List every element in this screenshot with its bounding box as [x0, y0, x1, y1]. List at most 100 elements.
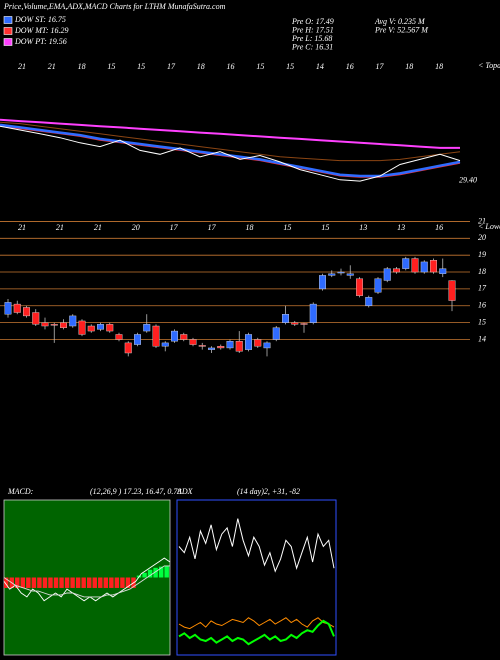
date-label: 15 [256, 62, 264, 71]
candle-body [309, 303, 317, 323]
histogram-bar [70, 577, 75, 588]
histogram-bar [158, 566, 164, 578]
series-line [178, 518, 335, 573]
date-label: 14 [316, 62, 324, 71]
annotation: < Lower [478, 222, 500, 231]
date-label: 15 [283, 223, 291, 232]
histogram-bar [37, 577, 42, 588]
histogram-bar [42, 577, 48, 588]
series-line [178, 617, 335, 630]
date-label: 13 [359, 223, 367, 232]
candle-body [69, 315, 77, 327]
candle-body [189, 339, 197, 345]
candle-body [254, 339, 262, 347]
histogram-bar [26, 577, 31, 588]
histogram-bar [109, 577, 114, 588]
y-tick-label: 17 [478, 284, 487, 293]
candle-body [393, 268, 401, 273]
date-label: 18 [246, 223, 254, 232]
date-label: 21 [56, 223, 64, 232]
info-text: Pre V: 52.567 M [374, 25, 429, 34]
candle-body [448, 280, 456, 301]
legend-swatch [3, 38, 13, 46]
series-line [0, 118, 460, 149]
histogram-bar [53, 577, 59, 588]
date-label: 21 [48, 62, 56, 71]
date-label: 21 [18, 62, 26, 71]
candle-body [4, 302, 12, 315]
candle-body [383, 268, 391, 281]
candle-body [96, 324, 104, 330]
candle-body [87, 325, 95, 332]
candle-body [356, 278, 364, 296]
series-line [0, 121, 461, 162]
candle-body [337, 271, 345, 274]
histogram-bar [4, 577, 9, 588]
candle-body [272, 327, 280, 340]
date-label: 16 [227, 62, 235, 71]
histogram-bar [98, 577, 103, 588]
candle-body [346, 273, 354, 276]
candle-body [170, 330, 178, 342]
histogram-bar [48, 577, 53, 588]
histogram-bar [164, 565, 169, 578]
info-text: Pre H: 17.51 [291, 25, 334, 34]
candle-body [207, 347, 215, 350]
histogram-bar [64, 577, 70, 588]
histogram-bar [114, 577, 120, 588]
date-label: 13 [397, 223, 405, 232]
date-label: 17 [208, 223, 217, 232]
candle-body [439, 268, 447, 274]
date-label: 17 [167, 62, 176, 71]
candle-body [143, 324, 151, 332]
histogram-bar [147, 569, 153, 578]
date-label: 15 [107, 62, 115, 71]
candle-body [78, 320, 86, 335]
date-label: 17 [376, 62, 385, 71]
info-text: Pre C: 16.31 [291, 43, 333, 52]
histogram-bar [103, 577, 109, 588]
y-tick-label: 21 [478, 216, 486, 225]
candle-body [420, 261, 428, 273]
histogram-bar [81, 577, 86, 588]
date-label: 21 [94, 223, 102, 232]
y-tick-label: 19 [478, 250, 486, 259]
histogram-bar [31, 577, 37, 588]
candle-body [235, 340, 243, 352]
date-label: 16 [346, 62, 354, 71]
candle-body [411, 258, 419, 273]
series-line [3, 565, 170, 598]
series-line [178, 619, 335, 646]
histogram-bar [20, 577, 26, 588]
candle-body [152, 325, 160, 347]
candle-body [328, 273, 336, 276]
y-tick-label: 15 [478, 317, 486, 326]
candle-body [365, 297, 373, 306]
date-label: 16 [435, 223, 443, 232]
candle-body [124, 342, 132, 354]
candle-body [430, 260, 438, 273]
y-tick-label: 29.40 [459, 176, 477, 185]
legend-label: DOW MT: 16.29 [14, 26, 69, 35]
candle-body [133, 334, 141, 345]
histogram-bar [92, 577, 97, 588]
series-line [0, 125, 461, 182]
panel-frame [176, 499, 337, 656]
panel-params: (14 day)2, +31, -82 [237, 487, 300, 496]
date-label: 18 [405, 62, 413, 71]
candle-body [282, 314, 290, 323]
candle-body [13, 303, 21, 313]
histogram-bar [15, 577, 20, 588]
histogram-bar [59, 577, 64, 588]
legend-swatch [3, 16, 13, 24]
y-tick-label: 18 [478, 267, 486, 276]
legend-label: DOW PT: 19.56 [14, 37, 67, 46]
legend-label: DOW ST: 16.75 [14, 15, 66, 24]
candle-body [115, 334, 123, 340]
panel-label: ADX [176, 487, 194, 496]
y-tick-label: 14 [478, 334, 486, 343]
histogram-bar [153, 567, 158, 578]
candle-body [291, 322, 299, 325]
date-label: 15 [321, 223, 329, 232]
